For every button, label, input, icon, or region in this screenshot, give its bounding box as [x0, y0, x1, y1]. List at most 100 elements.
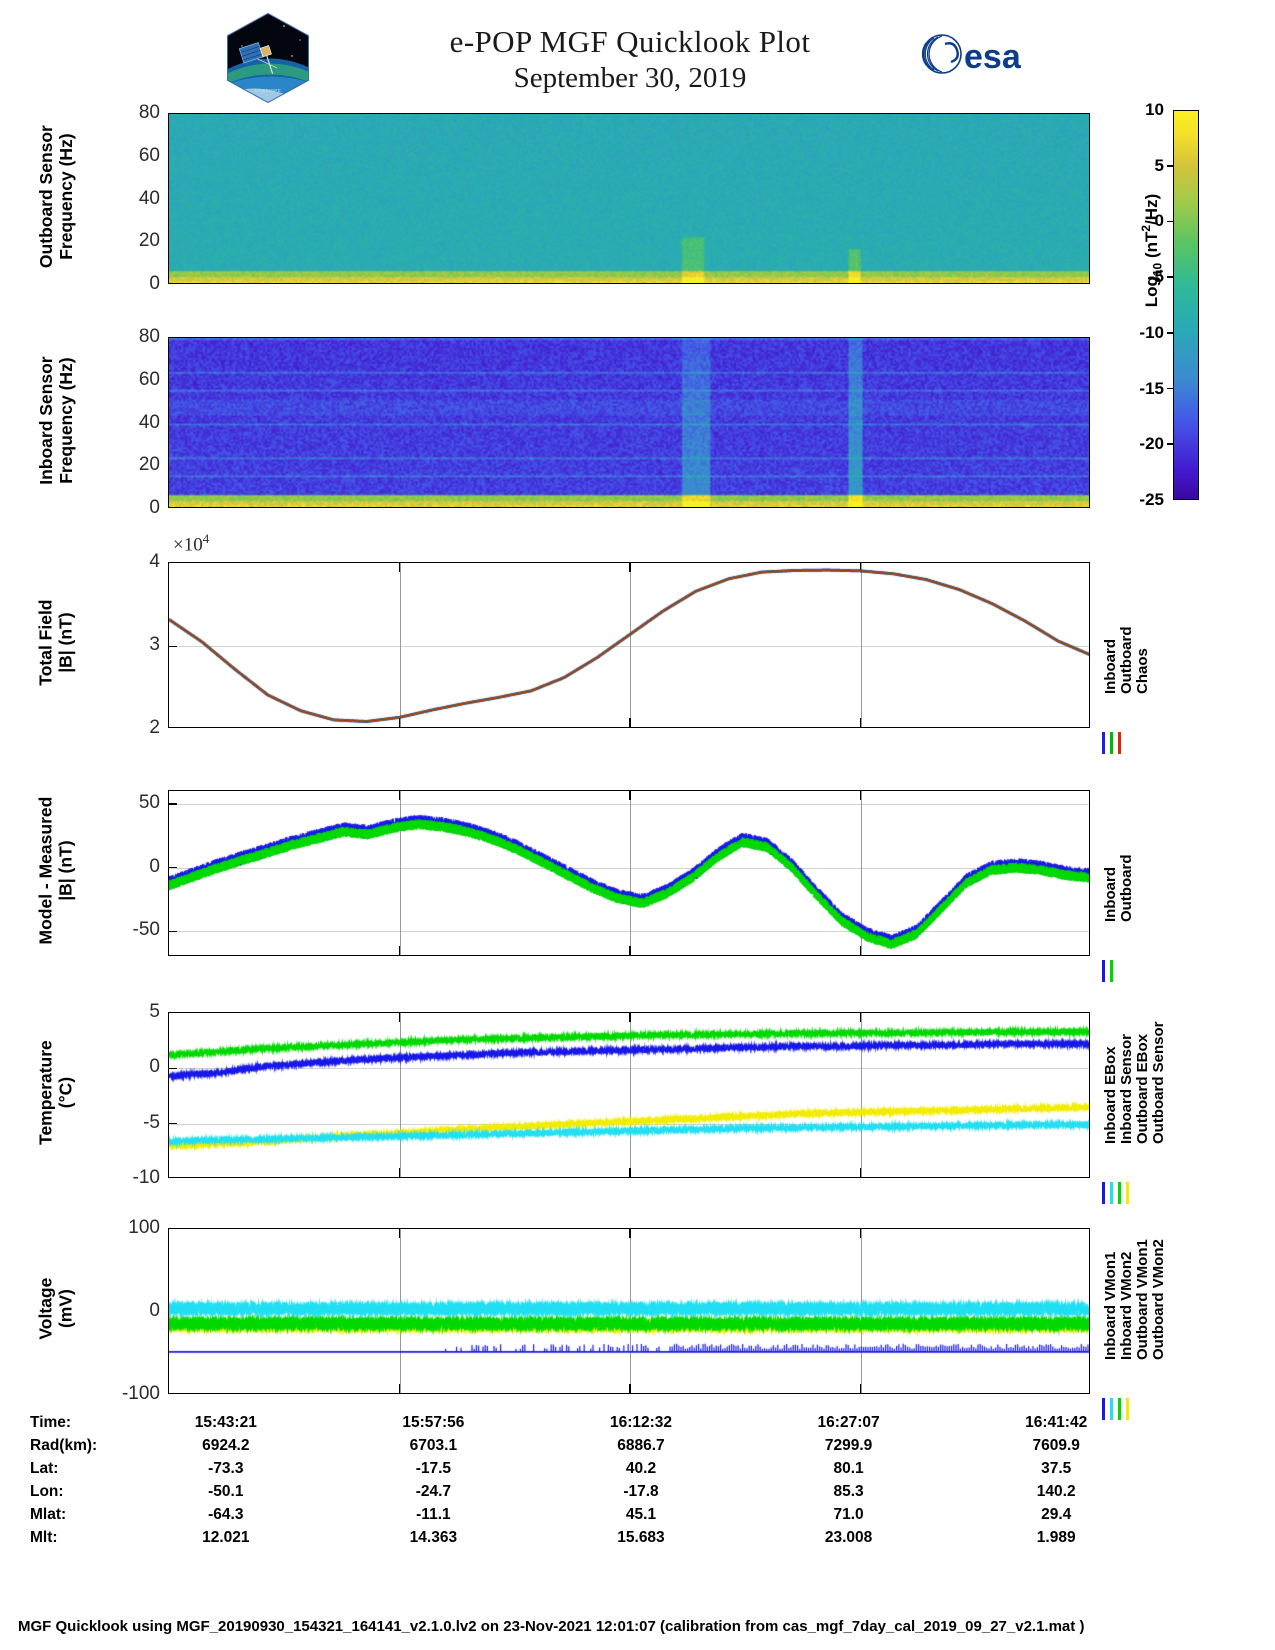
legend-temperature: Inboard EBox Inboard Sensor Outboard EBox O… — [1098, 1012, 1168, 1178]
colorbar-tick-mark — [1167, 221, 1174, 223]
ylabel-line1: Voltage — [35, 1278, 55, 1340]
ephemeris-cell: 6924.2 — [122, 1434, 330, 1457]
ytick-label-outboard-spectrogram: 0 — [102, 273, 160, 295]
ylabel-line1: Temperature — [35, 1040, 55, 1145]
legend-label-model-minus-measured: Outboard — [1118, 855, 1135, 923]
ytick-label-inboard-spectrogram: 0 — [102, 497, 160, 519]
ylabel-line1: Inboard Sensor — [35, 356, 55, 484]
ephemeris-cell: -17.5 — [330, 1457, 538, 1480]
ephemeris-cell: 23.008 — [745, 1526, 953, 1549]
legend-swatch — [1102, 732, 1105, 754]
legend-swatch — [1102, 1182, 1105, 1204]
ephemeris-cell: 14.363 — [330, 1526, 538, 1549]
ephemeris-cell: -24.7 — [330, 1480, 538, 1503]
page-header: CASSIOPE e-POP MGF Quicklook Plot Septem… — [0, 0, 1275, 110]
ephemeris-row-label: Mlt: — [30, 1526, 122, 1549]
ylabel-model-minus-measured: Model - Measured |B| (nT) — [36, 758, 75, 984]
ytick-label-temperature: 0 — [102, 1056, 160, 1078]
ephemeris-cell: 140.2 — [952, 1480, 1160, 1503]
ephemeris-cell: 80.1 — [745, 1457, 953, 1480]
legend-voltage: Inboard VMon1 Inboard VMon2 Outboard VMon1… — [1098, 1228, 1168, 1394]
ylabel-inboard-spectrogram: Inboard Sensor Frequency (Hz) — [36, 305, 75, 536]
ylabel-line1: Total Field — [35, 600, 55, 686]
colorbar-tick-label: -5 — [1120, 267, 1164, 287]
colorbar-tick-label: -20 — [1120, 434, 1164, 454]
colorbar-tick-label: -10 — [1120, 323, 1164, 343]
colorbar-label-mid: (nT — [1142, 232, 1161, 263]
axis-exponent-total-field: ×104 — [173, 531, 209, 556]
ytick-label-inboard-spectrogram: 60 — [102, 369, 160, 391]
ytick-label-voltage: -100 — [102, 1383, 160, 1405]
legend-label-total-field: Inboard — [1102, 639, 1119, 694]
ylabel-total-field: Total Field |B| (nT) — [36, 530, 75, 756]
plot-canvas-total-field — [169, 563, 1090, 728]
ephemeris-cell: 40.2 — [537, 1457, 745, 1480]
svg-text:CASSIOPE: CASSIOPE — [255, 88, 281, 93]
legend-label-temperature: Inboard EBox — [1102, 1046, 1119, 1144]
exponent-base: ×10 — [173, 534, 203, 555]
ephemeris-cell: 12.021 — [122, 1526, 330, 1549]
ylabel-outboard-spectrogram: Outboard Sensor Frequency (Hz) — [36, 81, 75, 312]
ytick-label-inboard-spectrogram: 40 — [102, 412, 160, 434]
colorbar-tick-mark — [1167, 276, 1174, 278]
colorbar-tick-label: -25 — [1120, 490, 1164, 510]
ephemeris-cell: -73.3 — [122, 1457, 330, 1480]
legend-label-total-field: Chaos — [1134, 648, 1151, 694]
ephemeris-row-label: Lon: — [30, 1480, 122, 1503]
legend-swatch — [1118, 1182, 1121, 1204]
title-main: e-POP MGF Quicklook Plot — [300, 24, 960, 61]
colorbar-tick-mark — [1167, 443, 1174, 445]
colorbar-tick-label: 0 — [1120, 211, 1164, 231]
panel-model-minus-measured — [168, 790, 1090, 956]
title-subtitle: September 30, 2019 — [300, 61, 960, 96]
ylabel-line1: Model - Measured — [35, 797, 55, 945]
ephemeris-cell: 16:27:07 — [745, 1411, 953, 1434]
ephemeris-cell: 16:41:42 — [952, 1411, 1160, 1434]
ytick-label-outboard-spectrogram: 20 — [102, 230, 160, 252]
ytick-label-total-field: 4 — [102, 551, 160, 573]
ylabel-line2: Frequency (Hz) — [55, 133, 75, 259]
ephemeris-cell: -50.1 — [122, 1480, 330, 1503]
ephemeris-row: Rad(km): 6924.2 6703.1 6886.7 7299.9 7609.9 — [30, 1434, 1160, 1457]
colorbar-tick-label: -15 — [1120, 379, 1164, 399]
legend-label-temperature: Outboard EBox — [1134, 1034, 1151, 1144]
legend-swatch — [1126, 1182, 1129, 1204]
ephemeris-table: Time: 15:43:21 15:57:56 16:12:32 16:27:07 16:… — [30, 1411, 1160, 1549]
ytick-label-outboard-spectrogram: 60 — [102, 145, 160, 167]
legend-swatch — [1102, 960, 1105, 982]
legend-swatches-temperature — [1102, 1182, 1129, 1204]
legend-label-total-field: Outboard — [1118, 627, 1135, 695]
ephemeris-grid: Time: 15:43:21 15:57:56 16:12:32 16:27:07 16:… — [30, 1411, 1160, 1549]
ytick-label-voltage: 0 — [102, 1300, 160, 1322]
ylabel-line2: (°C) — [55, 1077, 75, 1108]
ephemeris-cell: -17.8 — [537, 1480, 745, 1503]
ephemeris-row: Lon: -50.1 -24.7 -17.8 85.3 140.2 — [30, 1480, 1160, 1503]
colorbar-gradient — [1173, 110, 1199, 500]
ephemeris-row-label: Lat: — [30, 1457, 122, 1480]
ytick-label-voltage: 100 — [102, 1217, 160, 1239]
ephemeris-cell: -11.1 — [330, 1503, 538, 1526]
ephemeris-cell: 71.0 — [745, 1503, 953, 1526]
plot-canvas-outboard-spectrogram — [169, 114, 1090, 284]
colorbar-tick-mark — [1167, 332, 1174, 334]
ylabel-line1: Outboard Sensor — [35, 125, 55, 268]
ytick-label-outboard-spectrogram: 80 — [102, 102, 160, 124]
ephemeris-cell: -64.3 — [122, 1503, 330, 1526]
ylabel-line2: Frequency (Hz) — [55, 357, 75, 483]
panel-total-field — [168, 562, 1090, 728]
page-title: e-POP MGF Quicklook Plot September 30, 2… — [300, 24, 960, 95]
ephemeris-cell: 7609.9 — [952, 1434, 1160, 1457]
ytick-label-inboard-spectrogram: 80 — [102, 326, 160, 348]
ephemeris-row-label: Time: — [30, 1411, 122, 1434]
ephemeris-row: Time: 15:43:21 15:57:56 16:12:32 16:27:07 16:… — [30, 1411, 1160, 1434]
legend-label-model-minus-measured: Inboard — [1102, 867, 1119, 922]
plot-canvas-inboard-spectrogram — [169, 338, 1090, 508]
exponent-power: 4 — [203, 531, 210, 546]
legend-swatch — [1110, 732, 1113, 754]
ephemeris-row: Lat: -73.3 -17.5 40.2 80.1 37.5 — [30, 1457, 1160, 1480]
legend-label-temperature: Inboard Sensor — [1118, 1034, 1135, 1144]
ephemeris-row: Mlt: 12.021 14.363 15.683 23.008 1.989 — [30, 1526, 1160, 1549]
ytick-label-model-minus-measured: 50 — [102, 792, 160, 814]
colorbar-tick-label: 5 — [1120, 156, 1164, 176]
ephemeris-cell: 15:43:21 — [122, 1411, 330, 1434]
